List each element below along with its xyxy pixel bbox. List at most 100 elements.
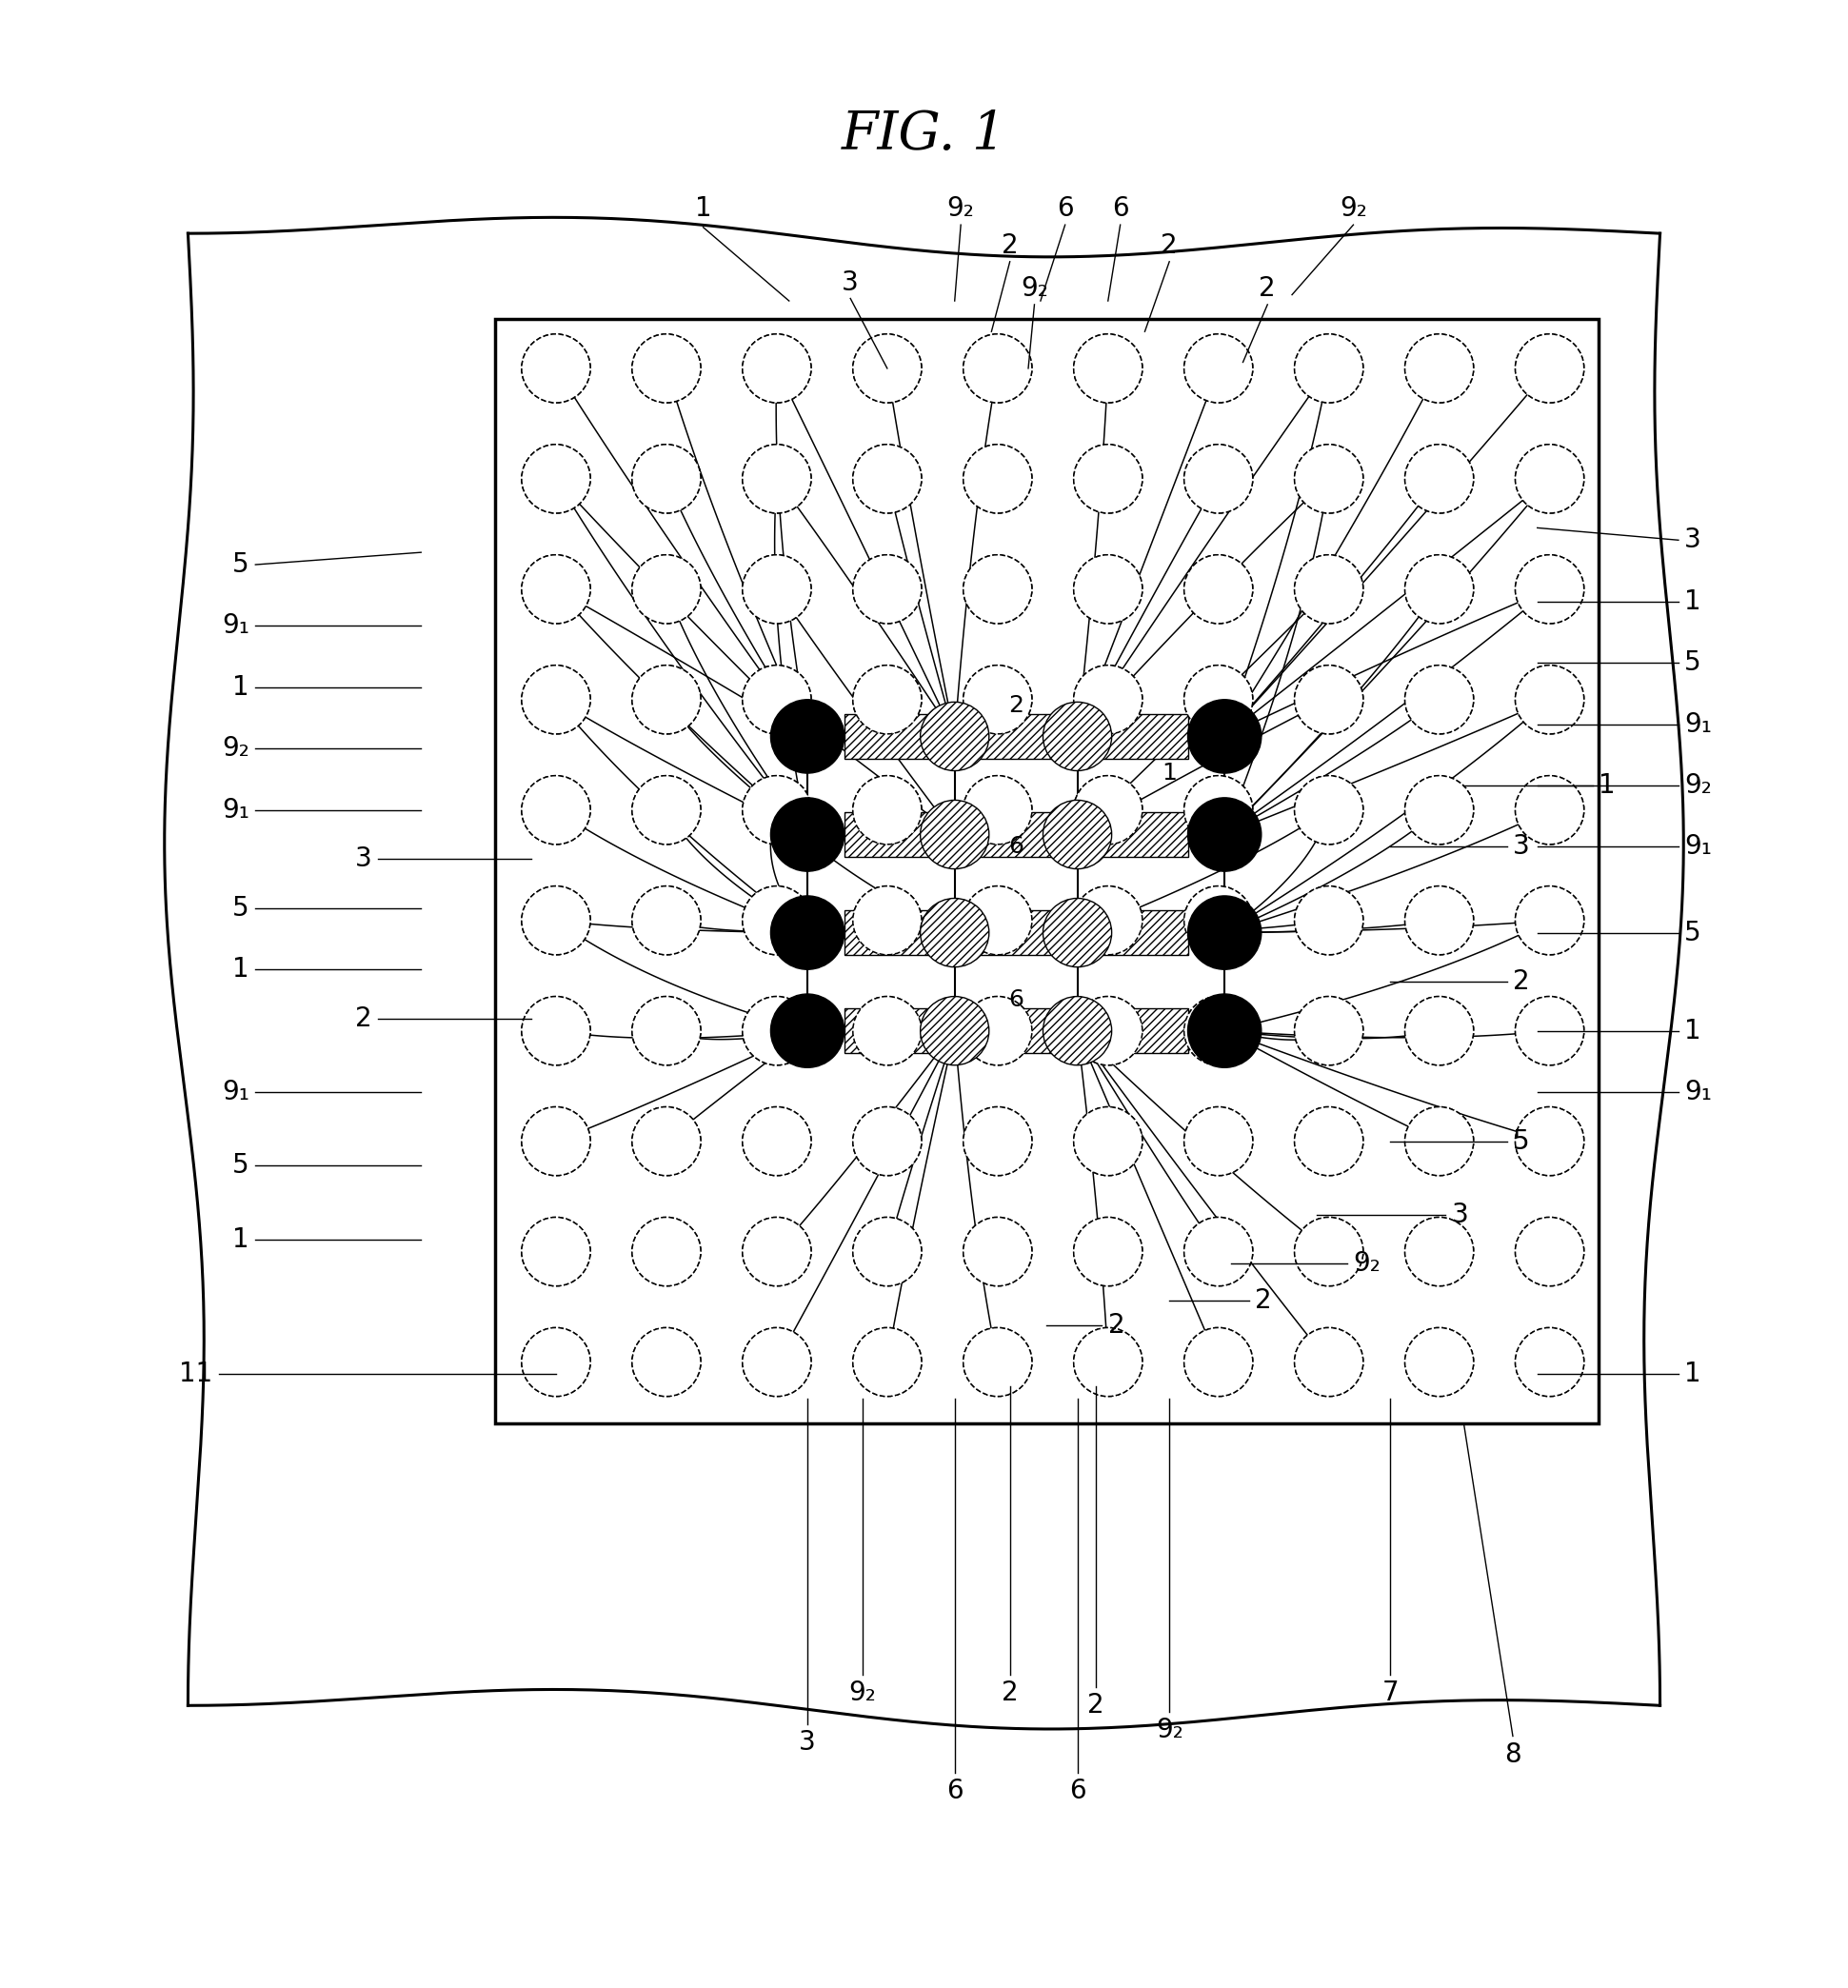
Circle shape bbox=[963, 996, 1031, 1066]
Text: 5: 5 bbox=[233, 895, 249, 922]
Circle shape bbox=[1515, 775, 1584, 845]
Text: 1: 1 bbox=[233, 956, 249, 982]
Circle shape bbox=[743, 775, 811, 845]
Circle shape bbox=[1074, 666, 1142, 734]
Text: 5: 5 bbox=[233, 1153, 249, 1179]
Text: 5: 5 bbox=[1514, 1127, 1530, 1155]
Circle shape bbox=[1404, 1107, 1473, 1175]
Circle shape bbox=[632, 445, 700, 513]
Circle shape bbox=[521, 334, 590, 404]
Text: 3: 3 bbox=[1451, 1201, 1469, 1229]
Circle shape bbox=[743, 334, 811, 404]
Text: 2: 2 bbox=[1009, 694, 1024, 718]
Text: 2: 2 bbox=[1514, 968, 1530, 996]
Circle shape bbox=[1294, 445, 1364, 513]
Text: 3: 3 bbox=[843, 268, 859, 296]
Circle shape bbox=[963, 1107, 1031, 1175]
Circle shape bbox=[1074, 887, 1142, 954]
Circle shape bbox=[1515, 1328, 1584, 1396]
Circle shape bbox=[852, 666, 922, 734]
Circle shape bbox=[1515, 555, 1584, 624]
Text: 1: 1 bbox=[233, 674, 249, 700]
Circle shape bbox=[852, 1107, 922, 1175]
Circle shape bbox=[852, 887, 922, 954]
Circle shape bbox=[963, 1217, 1031, 1286]
Circle shape bbox=[521, 996, 590, 1066]
Circle shape bbox=[1074, 1217, 1142, 1286]
Circle shape bbox=[1404, 775, 1473, 845]
Text: 9₂: 9₂ bbox=[1155, 1718, 1183, 1743]
Text: 5: 5 bbox=[1685, 650, 1702, 676]
Circle shape bbox=[632, 887, 700, 954]
Circle shape bbox=[1074, 1328, 1142, 1396]
Circle shape bbox=[1188, 897, 1262, 970]
Circle shape bbox=[1074, 555, 1142, 624]
Circle shape bbox=[852, 1217, 922, 1286]
Circle shape bbox=[521, 887, 590, 954]
Circle shape bbox=[1294, 996, 1364, 1066]
Circle shape bbox=[852, 775, 922, 845]
Text: 6: 6 bbox=[946, 1777, 963, 1805]
Text: 3: 3 bbox=[1685, 527, 1702, 553]
Circle shape bbox=[632, 334, 700, 404]
Circle shape bbox=[771, 797, 845, 871]
Circle shape bbox=[963, 1328, 1031, 1396]
Circle shape bbox=[743, 445, 811, 513]
Circle shape bbox=[1515, 887, 1584, 954]
Circle shape bbox=[1185, 887, 1253, 954]
Circle shape bbox=[1185, 996, 1253, 1066]
Text: 9₁: 9₁ bbox=[1685, 1079, 1711, 1105]
Text: 9₁: 9₁ bbox=[222, 1079, 249, 1105]
Circle shape bbox=[1042, 899, 1112, 966]
Circle shape bbox=[1074, 445, 1142, 513]
Circle shape bbox=[1294, 887, 1364, 954]
Text: 6: 6 bbox=[1009, 988, 1024, 1012]
Circle shape bbox=[632, 555, 700, 624]
Circle shape bbox=[1185, 666, 1253, 734]
Circle shape bbox=[632, 775, 700, 845]
Circle shape bbox=[743, 555, 811, 624]
Text: 9₂: 9₂ bbox=[222, 736, 249, 761]
Circle shape bbox=[521, 1328, 590, 1396]
Circle shape bbox=[1188, 994, 1262, 1068]
Text: 6: 6 bbox=[1009, 835, 1024, 859]
Circle shape bbox=[1515, 445, 1584, 513]
Circle shape bbox=[1042, 801, 1112, 869]
Text: 8: 8 bbox=[1504, 1741, 1521, 1767]
Circle shape bbox=[1294, 775, 1364, 845]
Circle shape bbox=[963, 666, 1031, 734]
Bar bbox=[845, 911, 1188, 954]
Circle shape bbox=[920, 702, 989, 771]
Text: 1: 1 bbox=[1162, 761, 1177, 785]
Circle shape bbox=[521, 445, 590, 513]
Circle shape bbox=[1074, 334, 1142, 404]
Text: 1: 1 bbox=[1599, 771, 1615, 799]
Text: 5: 5 bbox=[1685, 918, 1702, 946]
Text: 9₂: 9₂ bbox=[1020, 274, 1048, 302]
Circle shape bbox=[1185, 555, 1253, 624]
Circle shape bbox=[743, 1107, 811, 1175]
Text: 7: 7 bbox=[1382, 1680, 1399, 1706]
Text: 9₂: 9₂ bbox=[946, 195, 974, 223]
Text: 3: 3 bbox=[1514, 833, 1530, 861]
Text: 2: 2 bbox=[1255, 1288, 1271, 1314]
Circle shape bbox=[632, 1107, 700, 1175]
Text: 9₂: 9₂ bbox=[1353, 1250, 1380, 1276]
Text: 2: 2 bbox=[355, 1006, 371, 1032]
Circle shape bbox=[1404, 996, 1473, 1066]
Circle shape bbox=[743, 996, 811, 1066]
Circle shape bbox=[743, 887, 811, 954]
Circle shape bbox=[632, 1328, 700, 1396]
Text: 2: 2 bbox=[1002, 1680, 1018, 1706]
Circle shape bbox=[1515, 1217, 1584, 1286]
Circle shape bbox=[852, 334, 922, 404]
Text: 1: 1 bbox=[1685, 1362, 1702, 1388]
Circle shape bbox=[632, 666, 700, 734]
Circle shape bbox=[920, 996, 989, 1066]
Circle shape bbox=[1294, 1328, 1364, 1396]
Text: 6: 6 bbox=[1112, 195, 1129, 223]
Circle shape bbox=[1515, 666, 1584, 734]
Text: 9₁: 9₁ bbox=[222, 612, 249, 640]
Circle shape bbox=[1404, 1217, 1473, 1286]
Circle shape bbox=[1042, 702, 1112, 771]
